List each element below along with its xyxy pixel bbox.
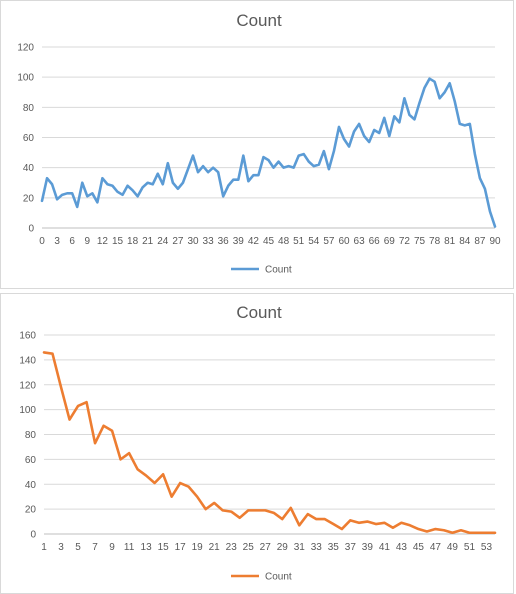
y-tick-label: 120 [19,380,36,391]
x-tick-label: 15 [112,236,124,247]
x-tick-label: 31 [294,542,306,553]
x-tick-label: 17 [175,542,187,553]
y-tick-label: 60 [23,133,35,144]
y-tick-label: 100 [19,405,36,416]
y-tick-label: 100 [17,73,34,84]
x-tick-label: 63 [354,236,366,247]
y-tick-label: 120 [17,43,34,54]
x-tick-label: 54 [308,236,320,247]
x-tick-label: 75 [414,236,426,247]
x-tick-label: 27 [260,542,272,553]
y-tick-label: 0 [30,530,36,541]
x-tick-label: 6 [69,236,75,247]
x-tick-label: 81 [444,236,456,247]
x-tick-label: 18 [127,236,139,247]
series-line [42,351,497,535]
x-tick-label: 30 [187,236,199,247]
x-tick-label: 48 [278,236,290,247]
y-tick-label: 60 [25,455,37,466]
x-tick-label: 3 [58,542,64,553]
x-tick-label: 37 [345,542,357,553]
y-tick-label: 0 [28,224,34,235]
y-tick-label: 20 [25,505,37,516]
y-tick-label: 160 [19,331,36,342]
y-tick-label: 40 [25,480,37,491]
x-tick-label: 72 [399,236,411,247]
x-tick-label: 47 [430,542,442,553]
x-tick-label: 9 [109,542,115,553]
x-tick-label: 66 [369,236,381,247]
series-line [40,77,497,228]
x-tick-label: 19 [192,542,204,553]
x-tick-label: 13 [141,542,153,553]
x-tick-label: 9 [85,236,91,247]
chart-title: Count [236,303,282,322]
x-tick-label: 43 [396,542,408,553]
x-tick-label: 23 [226,542,238,553]
x-tick-label: 42 [248,236,260,247]
x-tick-label: 53 [481,542,493,553]
x-tick-label: 24 [157,236,169,247]
chart-panel-top: Count 0 20 40 60 80 100 120 0 3 6 9 12 15 18 21 24 27 30 3… [0,0,514,289]
y-tick-label: 80 [23,103,35,114]
x-tick-label: 7 [92,542,98,553]
x-tick-label: 35 [328,542,340,553]
x-tick-label: 39 [233,236,245,247]
x-tick-label: 45 [263,236,275,247]
x-tick-label: 15 [158,542,170,553]
x-tick-label: 49 [447,542,459,553]
x-tick-label: 11 [124,542,135,553]
x-tick-label: 51 [464,542,476,553]
chart-title: Count [236,11,282,30]
x-tick-label: 0 [39,236,45,247]
legend-label: Count [265,265,292,276]
y-tick-label: 80 [25,430,37,441]
x-tick-label: 36 [218,236,230,247]
x-tick-label: 45 [413,542,425,553]
legend-label: Count [265,572,292,583]
x-tick-label: 51 [293,236,305,247]
x-tick-label: 90 [489,236,501,247]
x-tick-label: 84 [459,236,471,247]
y-tick-label: 20 [23,193,35,204]
chart-panel-bottom: Count 0 20 40 60 80 100 120 140 160 1 3 5 7 9 11 13 15 17… [0,293,514,594]
x-tick-label: 3 [54,236,60,247]
x-tick-label: 25 [243,542,255,553]
x-tick-label: 12 [97,236,109,247]
x-tick-label: 78 [429,236,441,247]
x-tick-label: 39 [362,542,374,553]
x-tick-label: 57 [323,236,335,247]
x-tick-label: 69 [384,236,396,247]
x-tick-label: 41 [379,542,391,553]
x-tick-label: 33 [203,236,215,247]
x-tick-label: 21 [142,236,154,247]
x-tick-label: 29 [277,542,289,553]
y-tick-label: 40 [23,163,35,174]
x-tick-label: 21 [209,542,221,553]
x-tick-label: 33 [311,542,323,553]
x-tick-label: 27 [172,236,184,247]
y-tick-label: 140 [19,355,36,366]
x-tick-label: 60 [338,236,350,247]
x-tick-label: 5 [75,542,81,553]
x-tick-label: 1 [41,542,47,553]
x-tick-label: 87 [474,236,486,247]
